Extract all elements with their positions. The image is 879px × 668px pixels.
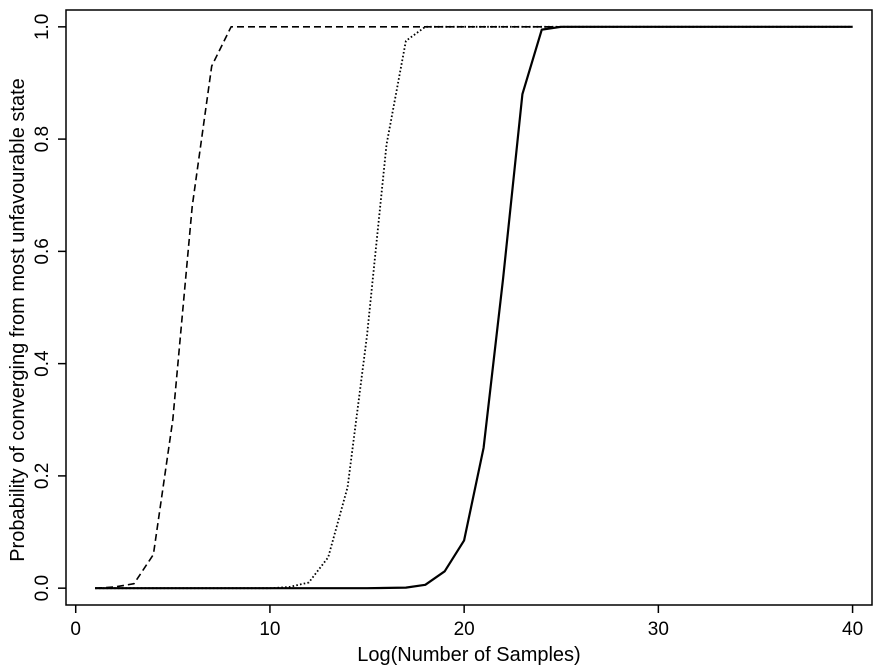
x-tick-label: 10	[259, 619, 280, 640]
x-axis-label: Log(Number of Samples)	[357, 644, 580, 666]
y-tick-label: 1.0	[32, 14, 53, 40]
plot-frame	[65, 9, 873, 606]
series-line-solid	[95, 25, 853, 590]
y-tick-label: 0.8	[32, 126, 53, 152]
x-axis: 0 10 20 30 40	[70, 605, 863, 640]
series-line-dotted	[95, 25, 853, 590]
x-tick-label: 0	[70, 619, 81, 640]
y-axis-label: Probability of converging from most unfa…	[7, 78, 29, 562]
y-tick-label: 0.6	[32, 238, 53, 264]
y-tick-label: 0.2	[32, 463, 53, 489]
y-tick-label: 0.0	[32, 575, 53, 601]
x-tick-label: 40	[842, 619, 863, 640]
series-line-dashed	[95, 26, 853, 589]
x-tick-label: 30	[648, 619, 669, 640]
series-layer	[95, 25, 853, 590]
x-tick-label: 20	[454, 619, 475, 640]
y-tick-label: 0.4	[32, 350, 53, 377]
y-axis: 0.0 0.2 0.4 0.6 0.8 1.0	[32, 14, 66, 601]
